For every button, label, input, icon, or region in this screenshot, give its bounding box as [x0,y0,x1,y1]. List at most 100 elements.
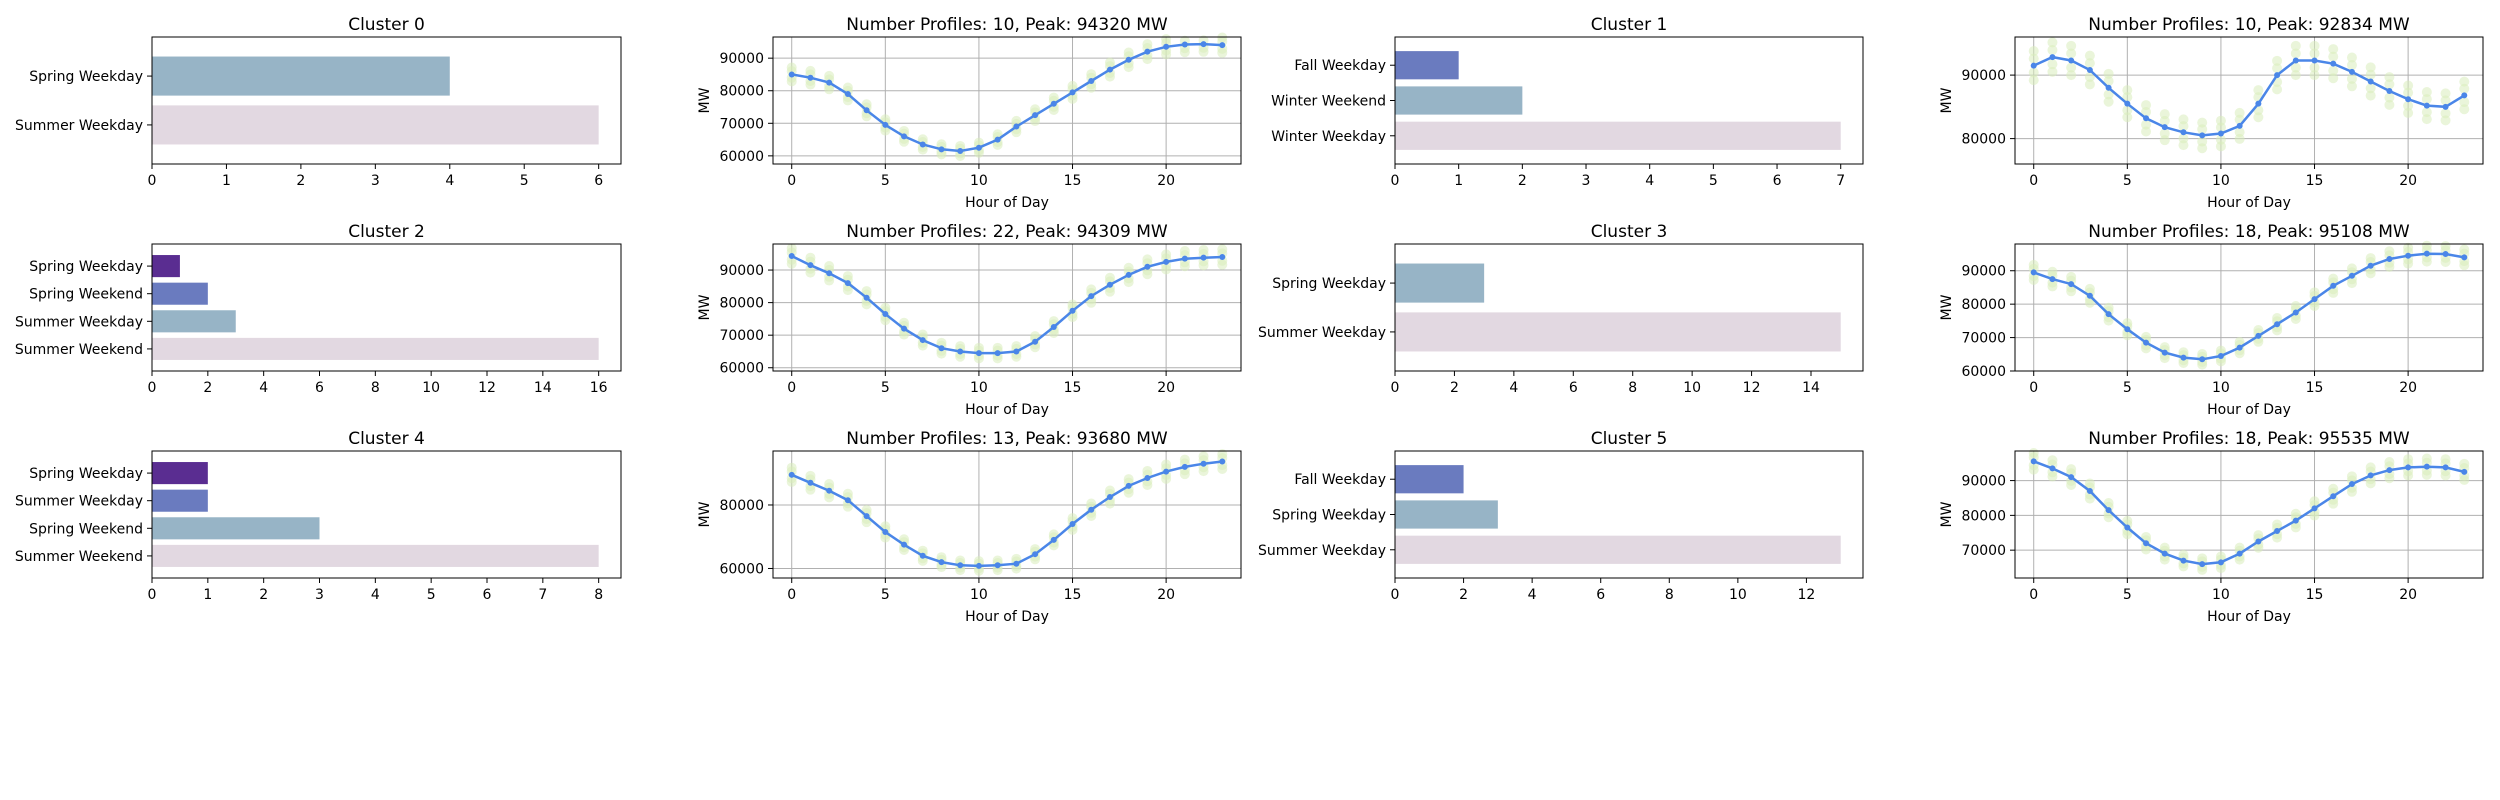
profile-point [2197,136,2208,147]
mean-line [791,254,1223,355]
mean-point [2217,130,2224,137]
mean-point [863,513,870,520]
category-label: Summer Weekend [15,549,143,565]
profile-point [2272,519,2283,530]
profile-point [2084,58,2095,69]
profile-point [1104,57,1115,68]
x-tick-label: 2 [1450,380,1459,396]
category-label: Spring Weekday [29,259,143,275]
x-tick-label: 5 [2123,380,2132,396]
mean-point [2161,124,2168,131]
profile-point [2384,457,2395,468]
profile-point [2421,240,2432,251]
x-tick-label: 0 [2029,173,2038,189]
mean-point [2105,311,2112,318]
x-tick-label: 10 [2212,380,2230,396]
x-tick-label: 6 [483,587,492,603]
x-tick-label: 15 [2306,380,2324,396]
profile-point [2047,66,2058,77]
x-tick-label: 5 [2123,173,2132,189]
mean-point [2086,67,2093,74]
profile-point [973,137,984,148]
profile-point [2103,89,2114,100]
mean-point [844,280,851,287]
x-tick-label: 4 [259,380,268,396]
y-tick-label: 90000 [719,51,764,67]
profile-point [2272,84,2283,95]
category-label: Spring Weekday [1272,508,1386,524]
y-tick-label: 70000 [719,116,764,132]
x-tick-label: 0 [787,380,796,396]
profile-point [2440,95,2451,106]
mean-point [994,350,1001,357]
profile-point [2272,63,2283,74]
profile-point [992,342,1003,353]
profile-point [2028,53,2039,64]
mean-point [807,74,814,81]
x-axis-label: Hour of Day [965,609,1049,625]
mean-point [2199,132,2206,139]
profile-point [2084,50,2095,61]
mean-point [2348,481,2355,488]
x-tick-label: 1 [1454,173,1463,189]
mean-point [2461,468,2468,475]
mean-point [2442,464,2449,471]
profile-point [2309,287,2320,298]
x-tick-label: 10 [970,173,988,189]
x-axis-label: Hour of Day [2207,402,2291,418]
panel-7: Number Profiles: 18, Peak: 95108 MW 0 5 10 1… [1939,222,2484,418]
mean-point [882,311,889,318]
profile-point [1142,39,1153,50]
x-axis-label: Hour of Day [965,195,1049,211]
mean-point [2274,528,2281,535]
mean-point [2124,326,2131,333]
x-tick-label: 0 [2029,587,2038,603]
mean-point [2236,344,2243,351]
x-tick-label: 10 [1729,587,1747,603]
x-tick-label: 12 [1743,380,1761,396]
mean-point [901,541,908,548]
profile-point [2084,283,2095,294]
profile-point [1086,69,1097,80]
bar [152,489,208,512]
profile-point [842,82,853,93]
profile-point [2309,70,2320,81]
profile-point [2084,71,2095,82]
profile-point [2122,105,2133,116]
profile-point [1179,454,1190,465]
profile-point [2346,60,2357,71]
x-tick-label: 5 [881,587,890,603]
panel-3: Number Profiles: 10, Peak: 92834 MW 0 5 10 1… [1939,15,2484,211]
x-tick-label: 20 [2399,173,2417,189]
profile-point [2253,85,2264,96]
profile-point [917,329,928,340]
mean-point [2311,57,2318,64]
profile-point [992,555,1003,566]
x-tick-label: 3 [315,587,324,603]
x-tick-label: 6 [594,173,603,189]
profile-point [2028,259,2039,270]
mean-point [882,528,889,535]
profile-point [861,286,872,297]
profile-point [2215,551,2226,562]
profile-point [1217,449,1228,460]
plot-frame [1394,36,1864,165]
y-tick-label: 80000 [1961,132,2006,148]
mean-point [2143,339,2150,346]
mean-point [2367,472,2374,479]
profile-point [2346,263,2357,274]
bar [152,544,599,567]
profile-point [786,462,797,473]
profile-point [2365,253,2376,264]
plot-frame [2014,450,2484,579]
x-tick-label: 0 [1391,173,1400,189]
mean-point [2199,561,2206,568]
x-axis-label: Hour of Day [965,402,1049,418]
bar [1395,51,1459,80]
x-tick-label: 10 [2212,173,2230,189]
profile-point [2346,471,2357,482]
profile-point [2309,62,2320,73]
mean-line [2033,252,2465,361]
y-tick-label: 60000 [719,561,764,577]
